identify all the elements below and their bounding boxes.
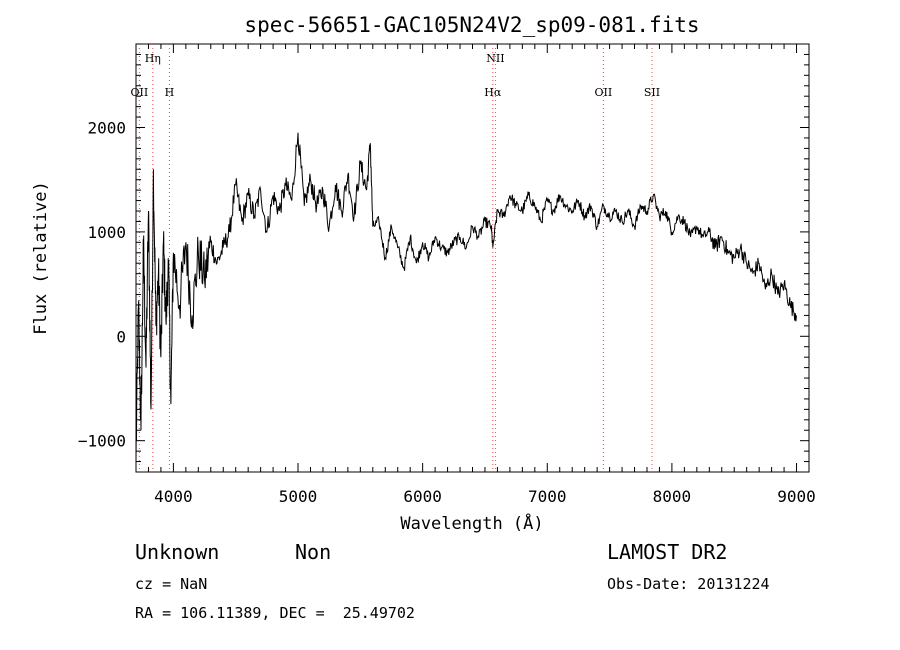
spectral-line-label: NII	[486, 52, 504, 65]
object-subclass: Non	[295, 540, 332, 564]
axis-ticks	[135, 44, 809, 472]
x-tick-label: 6000	[403, 487, 442, 506]
spectral-line-label: Hα	[484, 86, 502, 99]
ra-dec-coordinates: RA = 106.11389, DEC = 25.49702	[135, 604, 415, 622]
axis-tick-labels: 4000 5000 6000 7000 8000 9000 −1000 0 1000 2000	[78, 119, 816, 506]
y-tick-label: 2000	[87, 119, 126, 138]
redshift-cz: cz = NaN	[135, 575, 208, 593]
spectrum-series-layer	[135, 132, 797, 462]
x-axis-label: Wavelength (Å)	[400, 512, 543, 534]
y-tick-label: −1000	[78, 432, 126, 451]
spectral-line-label: OII	[595, 86, 613, 99]
spectral-line-label: H	[165, 86, 175, 99]
spectral-line-label: SII	[644, 86, 660, 99]
y-axis-label: Flux (relative)	[31, 181, 51, 335]
survey-name: LAMOST DR2	[607, 540, 728, 564]
spectrum-chart: spec-56651-GAC105N24V2_sp09-081.fits OII…	[31, 13, 816, 534]
chart-title: spec-56651-GAC105N24V2_sp09-081.fits	[244, 13, 699, 37]
x-tick-label: 4000	[154, 487, 193, 506]
observation-date: Obs-Date: 20131224	[607, 575, 770, 593]
plot-frame	[135, 43, 810, 473]
y-tick-label: 1000	[87, 223, 126, 242]
spectrum-series-line	[135, 132, 797, 462]
y-tick-label: 0	[116, 327, 126, 346]
spectral-line-markers: OII Hη H NII Hα OII SII	[131, 44, 660, 472]
object-class: Unknown	[135, 540, 220, 564]
x-tick-label: 5000	[279, 487, 318, 506]
x-tick-label: 9000	[777, 487, 816, 506]
spectral-line-label: OII	[131, 86, 149, 99]
x-tick-label: 8000	[653, 487, 692, 506]
spectral-line-label: Hη	[145, 52, 161, 65]
x-tick-label: 7000	[528, 487, 567, 506]
